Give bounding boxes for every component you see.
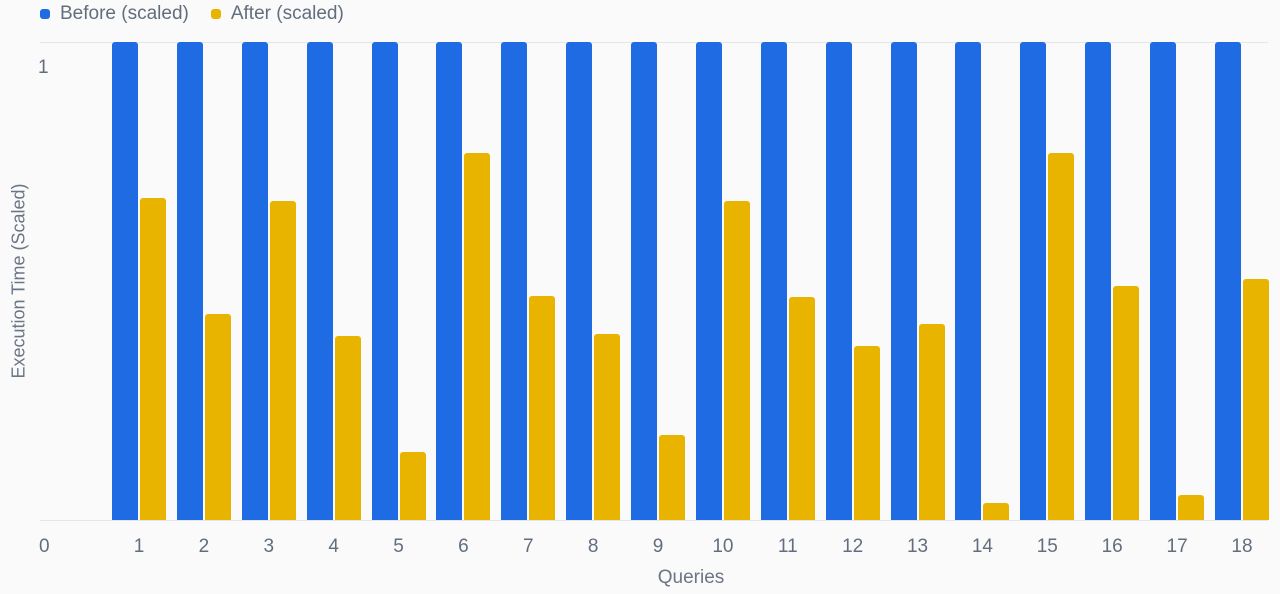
bar-after-q13[interactable] [918, 324, 945, 520]
x-tick-0: 0 [39, 536, 50, 557]
legend-label-before: Before (scaled) [60, 3, 189, 24]
bar-before-q4[interactable] [306, 42, 333, 520]
bar-after-q4[interactable] [334, 335, 361, 520]
bar-before-q1[interactable] [112, 42, 138, 520]
y-tick-1: 1 [38, 57, 49, 78]
x-axis-baseline [40, 520, 1268, 521]
bar-before-q12[interactable] [825, 42, 852, 520]
x-tick-14: 14 [971, 536, 994, 557]
bar-after-q5[interactable] [399, 452, 426, 520]
bar-before-q8[interactable] [566, 42, 593, 520]
x-tick-17: 17 [1166, 536, 1188, 557]
x-tick-1: 1 [133, 536, 145, 557]
bar-before-q16[interactable] [1085, 42, 1112, 520]
bar-after-q11[interactable] [788, 296, 815, 520]
bar-after-q1[interactable] [140, 197, 166, 520]
x-tick-15: 15 [1036, 536, 1058, 557]
legend: Before (scaled) After (scaled) [40, 3, 366, 25]
bar-before-q17[interactable] [1150, 42, 1177, 520]
x-axis-title: Queries [657, 567, 725, 588]
bar-before-q6[interactable] [436, 42, 463, 520]
x-tick-12: 12 [842, 536, 864, 557]
x-tick-10: 10 [712, 536, 734, 557]
legend-label-after: After (scaled) [230, 3, 344, 24]
legend-dot-before-icon [40, 9, 50, 19]
bar-after-q8[interactable] [594, 334, 621, 520]
bar-after-q17[interactable] [1178, 495, 1205, 520]
bar-before-q2[interactable] [176, 42, 203, 520]
x-tick-9: 9 [652, 536, 664, 557]
x-tick-6: 6 [458, 536, 469, 557]
legend-item-after[interactable]: After (scaled) [210, 3, 344, 25]
bar-after-q7[interactable] [529, 295, 556, 520]
bar-before-q3[interactable] [241, 42, 268, 520]
x-tick-3: 3 [263, 536, 275, 557]
bar-before-q15[interactable] [1020, 42, 1047, 520]
bar-before-q18[interactable] [1214, 42, 1241, 520]
x-tick-7: 7 [522, 536, 534, 557]
bar-before-q9[interactable] [631, 42, 658, 520]
bar-after-q12[interactable] [853, 346, 880, 520]
bar-after-q6[interactable] [464, 152, 491, 520]
bar-after-q9[interactable] [659, 434, 686, 520]
x-tick-16: 16 [1101, 536, 1123, 557]
x-tick-13: 13 [906, 536, 929, 557]
x-tick-18: 18 [1231, 536, 1253, 557]
bar-before-q14[interactable] [955, 42, 982, 520]
bar-after-q3[interactable] [269, 201, 296, 520]
bar-after-q2[interactable] [204, 313, 231, 520]
legend-dot-after-icon [210, 9, 221, 19]
x-tick-4: 4 [328, 536, 339, 557]
bar-after-q14[interactable] [983, 502, 1010, 520]
x-tick-5: 5 [393, 536, 404, 557]
bar-before-q13[interactable] [890, 42, 917, 520]
bar-after-q16[interactable] [1113, 285, 1140, 520]
bar-before-q10[interactable] [695, 42, 722, 520]
x-tick-8: 8 [587, 536, 599, 557]
x-tick-2: 2 [198, 536, 210, 557]
bar-before-q5[interactable] [371, 42, 398, 520]
bar-after-q18[interactable] [1242, 279, 1269, 520]
bar-after-q10[interactable] [723, 201, 750, 520]
bar-after-q15[interactable] [1048, 152, 1075, 520]
bar-before-q11[interactable] [760, 42, 787, 520]
x-tick-11: 11 [777, 536, 798, 557]
bar-before-q7[interactable] [501, 42, 528, 520]
legend-item-before[interactable]: Before (scaled) [40, 3, 189, 25]
